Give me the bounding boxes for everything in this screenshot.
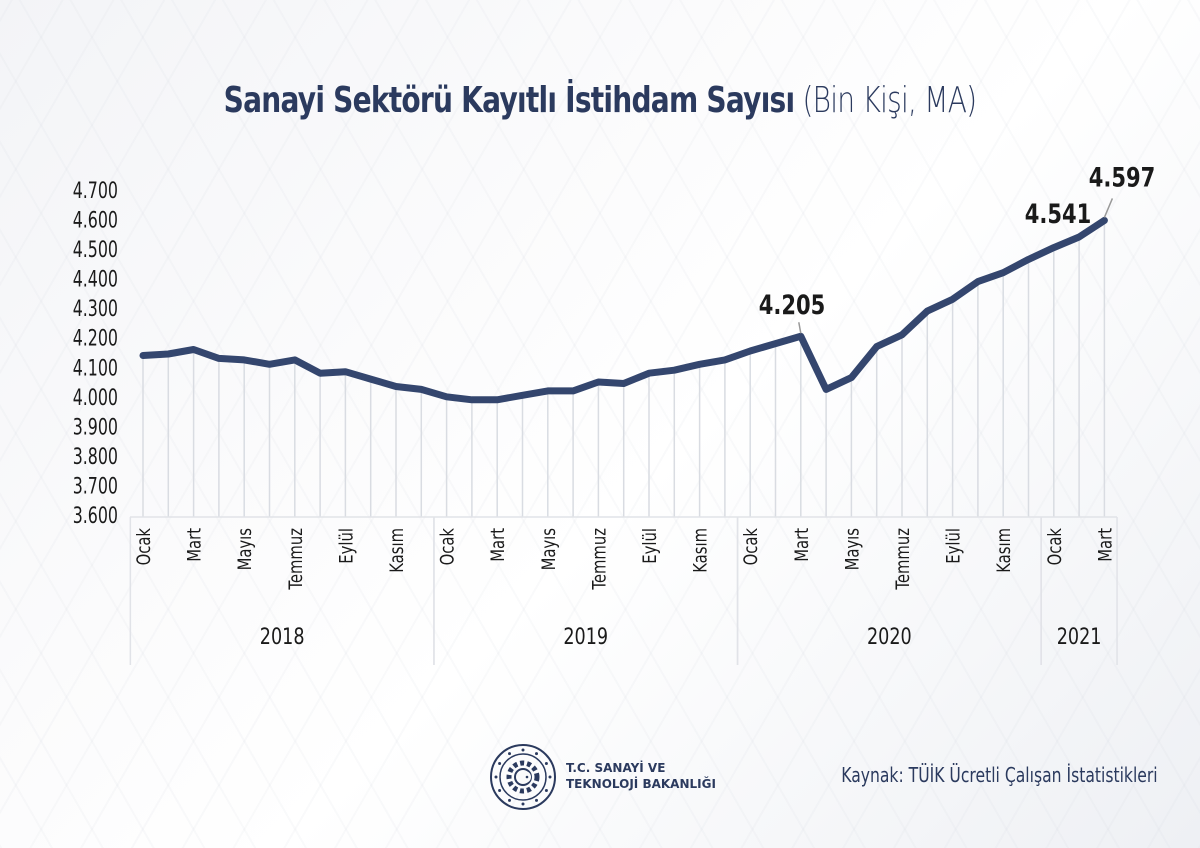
month-label: Ocak xyxy=(1044,528,1066,566)
month-label: Mayıs xyxy=(538,528,560,571)
chart-title-main: Sanayi Sektörü Kayıtlı İstihdam Sayısı xyxy=(223,80,795,121)
x-axis: 2018 2019 2020 2021 Ocak Mart Mayıs Temmuz Eylül… xyxy=(129,516,1118,665)
month-label: Mart xyxy=(1095,528,1117,562)
month-label: Mayıs xyxy=(842,528,864,571)
data-label: 4.541 xyxy=(1025,198,1092,229)
y-tick-label: 4.000 xyxy=(73,385,118,410)
series-line xyxy=(139,216,1108,404)
data-label: 4.597 xyxy=(1089,162,1156,193)
y-tick-label: 4.200 xyxy=(73,326,118,351)
year-label: 2018 xyxy=(260,624,305,649)
month-label: Ocak xyxy=(133,528,155,566)
ministry-name-line1: T.C. SANAYİ VE xyxy=(566,761,666,775)
ministry-logo-icon xyxy=(490,744,556,810)
month-label: Kasım xyxy=(690,528,712,573)
source-note: Kaynak: TÜİK Ücretli Çalışan İstatistikl… xyxy=(841,763,1158,787)
chart-title-unit: (Bin Kişi, MA) xyxy=(802,80,977,121)
y-tick-label: 3.900 xyxy=(73,414,118,439)
month-label: Mayıs xyxy=(234,528,256,571)
month-label: Temmuz xyxy=(285,528,307,591)
month-label: Temmuz xyxy=(892,528,914,591)
month-label: Mart xyxy=(791,528,813,562)
y-tick-label: 4.400 xyxy=(73,267,118,292)
month-label: Eylül xyxy=(336,528,358,564)
y-tick-label: 4.300 xyxy=(73,296,118,321)
year-label: 2019 xyxy=(563,624,608,649)
y-tick-label: 4.500 xyxy=(73,237,118,262)
month-label: Eylül xyxy=(639,528,661,564)
data-labels: 4.205 4.541 4.597 xyxy=(759,162,1156,334)
month-label: Mart xyxy=(487,528,509,562)
y-tick-label: 4.100 xyxy=(73,355,118,380)
month-label: Kasım xyxy=(386,528,408,573)
y-tick-label: 3.600 xyxy=(73,503,118,528)
y-tick-label: 4.700 xyxy=(73,178,118,203)
year-label: 2020 xyxy=(867,624,912,649)
chart-title: Sanayi Sektörü Kayıtlı İstihdam Sayısı (… xyxy=(132,80,1068,121)
vertical-gridlines xyxy=(142,220,1106,517)
ministry-name: T.C. SANAYİ VE TEKNOLOJİ BAKANLIĞI xyxy=(566,760,716,792)
month-label: Ocak xyxy=(437,528,459,566)
data-label: 4.205 xyxy=(759,290,826,321)
y-tick-label: 3.700 xyxy=(73,474,118,499)
y-tick-label: 4.600 xyxy=(73,208,118,233)
y-axis: 4.700 4.600 4.500 4.400 4.300 4.200 4.100 4.000… xyxy=(73,178,118,528)
month-label: Eylül xyxy=(943,528,965,564)
y-tick-label: 3.800 xyxy=(73,444,118,469)
month-label: Mart xyxy=(184,528,206,562)
month-label: Kasım xyxy=(993,528,1015,573)
year-label: 2021 xyxy=(1057,624,1102,649)
month-label: Temmuz xyxy=(589,528,611,591)
ministry-name-line2: TEKNOLOJİ BAKANLIĞI xyxy=(566,777,716,791)
month-label: Ocak xyxy=(740,528,762,566)
